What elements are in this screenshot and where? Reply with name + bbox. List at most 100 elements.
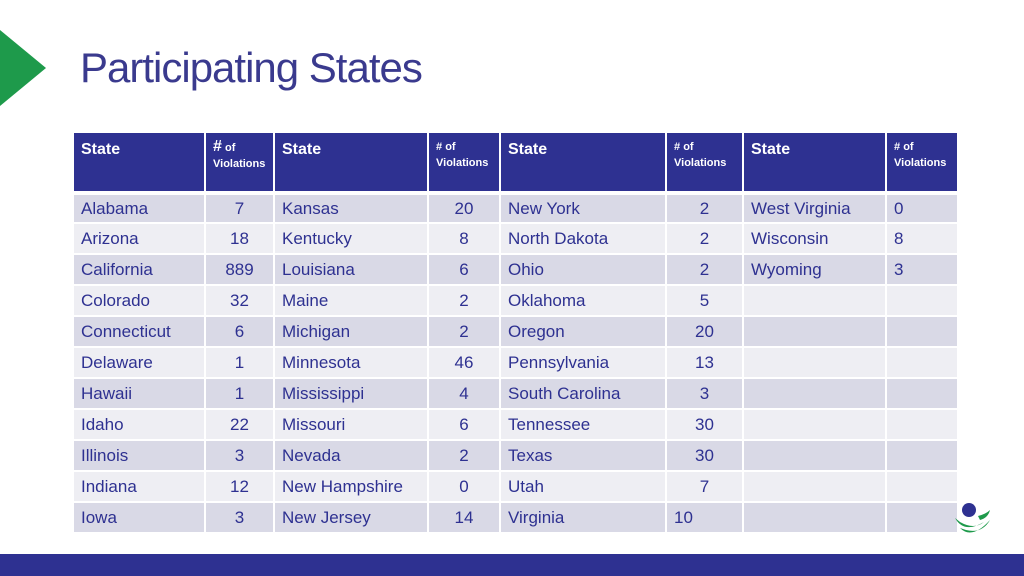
violations-cell bbox=[887, 441, 957, 470]
violations-cell: 3 bbox=[206, 441, 273, 470]
header-hash: # bbox=[674, 141, 681, 153]
header-state: State bbox=[74, 133, 204, 191]
state-cell: West Virginia bbox=[744, 193, 885, 222]
state-cell: New Jersey bbox=[275, 503, 427, 532]
table-row: Colorado 32 Maine 2 Oklahoma 5 bbox=[74, 286, 957, 315]
header-violations: # of Violations bbox=[667, 133, 742, 191]
violations-cell: 2 bbox=[429, 441, 499, 470]
violations-cell: 14 bbox=[429, 503, 499, 532]
state-cell: Illinois bbox=[74, 441, 204, 470]
violations-cell: 8 bbox=[429, 224, 499, 253]
state-cell: Wisconsin bbox=[744, 224, 885, 253]
state-cell: Pennsylvania bbox=[501, 348, 665, 377]
violations-cell: 20 bbox=[667, 317, 742, 346]
state-cell: Ohio bbox=[501, 255, 665, 284]
violations-cell bbox=[887, 286, 957, 315]
state-cell bbox=[744, 286, 885, 315]
violations-cell: 2 bbox=[667, 224, 742, 253]
violations-cell: 6 bbox=[429, 410, 499, 439]
state-cell bbox=[744, 503, 885, 532]
violations-cell: 0 bbox=[887, 193, 957, 222]
violations-cell: 4 bbox=[429, 379, 499, 408]
state-cell: Maine bbox=[275, 286, 427, 315]
violations-cell: 3 bbox=[887, 255, 957, 284]
violations-cell: 3 bbox=[206, 503, 273, 532]
state-cell: New Hampshire bbox=[275, 472, 427, 501]
table-header-row: State # of Violations State # of Violati… bbox=[74, 133, 957, 191]
violations-cell bbox=[887, 410, 957, 439]
violations-cell: 13 bbox=[667, 348, 742, 377]
violations-cell: 10 bbox=[667, 503, 742, 532]
violations-cell: 30 bbox=[667, 410, 742, 439]
state-cell: Michigan bbox=[275, 317, 427, 346]
state-cell: South Carolina bbox=[501, 379, 665, 408]
state-cell bbox=[744, 317, 885, 346]
header-state: State bbox=[744, 133, 885, 191]
violations-cell: 6 bbox=[206, 317, 273, 346]
violations-cell: 889 bbox=[206, 255, 273, 284]
state-cell: Nevada bbox=[275, 441, 427, 470]
table-row: California 889 Louisiana 6 Ohio 2 Wyomin… bbox=[74, 255, 957, 284]
violations-cell: 8 bbox=[887, 224, 957, 253]
violations-cell: 46 bbox=[429, 348, 499, 377]
table-row: Hawaii 1 Mississippi 4 South Carolina 3 bbox=[74, 379, 957, 408]
table-row: Connecticut 6 Michigan 2 Oregon 20 bbox=[74, 317, 957, 346]
violations-cell: 6 bbox=[429, 255, 499, 284]
table-row: Arizona 18 Kentucky 8 North Dakota 2 Wis… bbox=[74, 224, 957, 253]
violations-cell: 2 bbox=[429, 286, 499, 315]
state-cell: Connecticut bbox=[74, 317, 204, 346]
violations-cell bbox=[887, 317, 957, 346]
violations-cell: 7 bbox=[206, 193, 273, 222]
state-cell: Tennessee bbox=[501, 410, 665, 439]
violations-cell: 18 bbox=[206, 224, 273, 253]
violations-cell bbox=[887, 348, 957, 377]
state-cell bbox=[744, 472, 885, 501]
table-row: Illinois 3 Nevada 2 Texas 30 bbox=[74, 441, 957, 470]
accent-arrow-icon bbox=[0, 30, 46, 106]
header-violations: # of Violations bbox=[887, 133, 957, 191]
footer-bar bbox=[0, 554, 1024, 576]
state-cell: Mississippi bbox=[275, 379, 427, 408]
state-cell: Indiana bbox=[74, 472, 204, 501]
state-cell: Minnesota bbox=[275, 348, 427, 377]
state-cell: Wyoming bbox=[744, 255, 885, 284]
state-cell: New York bbox=[501, 193, 665, 222]
header-violations-label: Violations bbox=[674, 157, 727, 169]
table-row: Delaware 1 Minnesota 46 Pennsylvania 13 bbox=[74, 348, 957, 377]
table-row: Iowa 3 New Jersey 14 Virginia 10 bbox=[74, 503, 957, 532]
header-of: of bbox=[445, 141, 456, 153]
violations-cell: 3 bbox=[667, 379, 742, 408]
state-cell: Idaho bbox=[74, 410, 204, 439]
header-state: State bbox=[275, 133, 427, 191]
state-cell: Louisiana bbox=[275, 255, 427, 284]
organization-logo-icon bbox=[952, 500, 992, 538]
page-title: Participating States bbox=[80, 44, 423, 91]
violations-cell: 2 bbox=[667, 193, 742, 222]
state-cell: Iowa bbox=[74, 503, 204, 532]
violations-cell: 32 bbox=[206, 286, 273, 315]
state-cell: Kentucky bbox=[275, 224, 427, 253]
header-violations-label: Violations bbox=[436, 157, 489, 169]
state-cell: Texas bbox=[501, 441, 665, 470]
violations-cell bbox=[887, 379, 957, 408]
state-cell: Colorado bbox=[74, 286, 204, 315]
violations-cell bbox=[887, 472, 957, 501]
state-cell bbox=[744, 410, 885, 439]
header-of: of bbox=[903, 141, 914, 153]
state-cell: Utah bbox=[501, 472, 665, 501]
violations-cell: 5 bbox=[667, 286, 742, 315]
state-cell: North Dakota bbox=[501, 224, 665, 253]
state-cell bbox=[744, 348, 885, 377]
header-violations: # of Violations bbox=[429, 133, 499, 191]
header-violations-label: Violations bbox=[894, 157, 947, 169]
state-cell: Virginia bbox=[501, 503, 665, 532]
table-row: Alabama 7 Kansas 20 New York 2 West Virg… bbox=[74, 193, 957, 222]
header-hash: # bbox=[213, 138, 222, 155]
header-hash: # bbox=[894, 141, 901, 153]
state-cell bbox=[744, 379, 885, 408]
state-cell: Oklahoma bbox=[501, 286, 665, 315]
table-row: Indiana 12 New Hampshire 0 Utah 7 bbox=[74, 472, 957, 501]
violations-cell: 2 bbox=[429, 317, 499, 346]
state-cell: Delaware bbox=[74, 348, 204, 377]
header-violations: # of Violations bbox=[206, 133, 273, 191]
